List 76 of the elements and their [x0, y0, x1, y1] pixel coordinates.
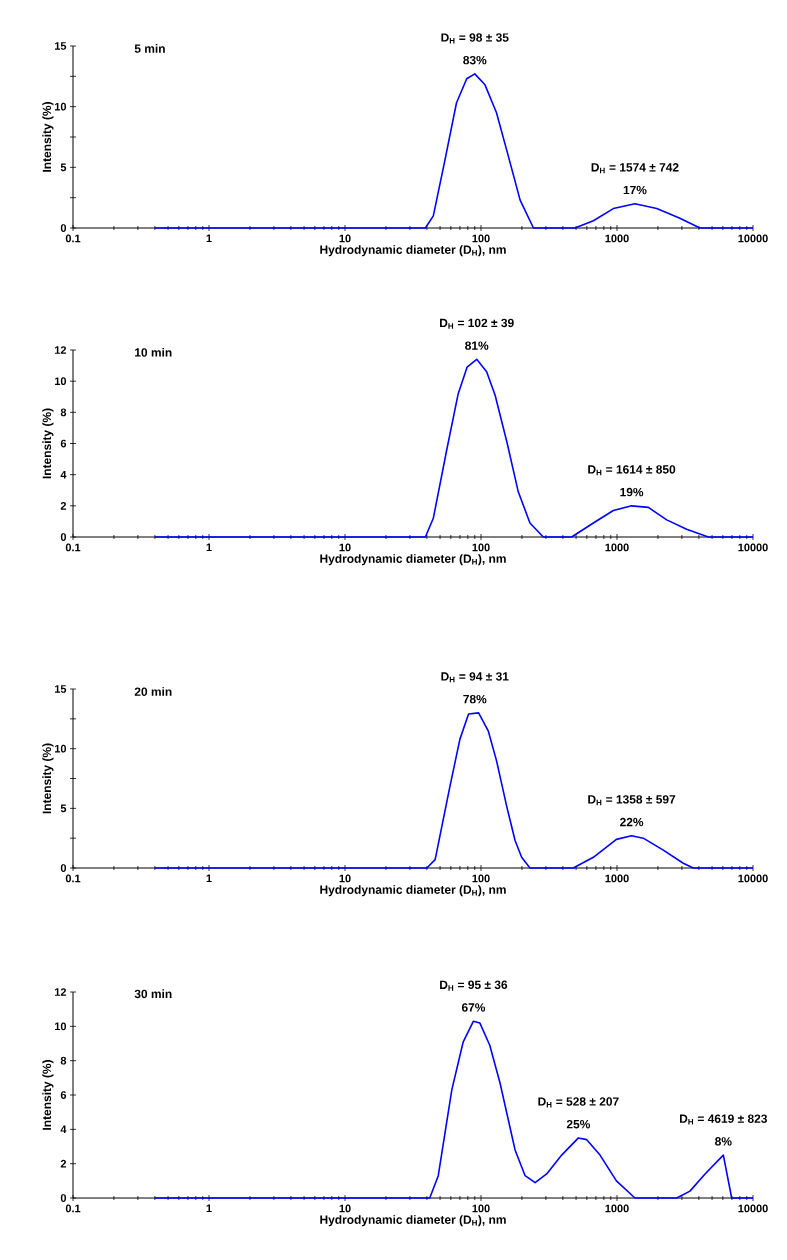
x-tick-label: 1 [206, 234, 212, 243]
y-tick-label: 15 [54, 42, 67, 50]
annotation: D$_{H}$ = 98 ± 35 [441, 33, 509, 44]
annotation: D$_{H}$ = 1574 ± 742 [591, 163, 679, 174]
y-tick-label: 0 [60, 224, 67, 232]
annotation: 8% [715, 1137, 732, 1146]
chart-title: 10 min [135, 347, 172, 357]
y-tick-label: 10 [54, 1022, 67, 1031]
x-tick-label: 100 [472, 543, 490, 552]
annotation: D$_{H}$ = 528 ± 207 [538, 1097, 619, 1108]
x-tick-label: 1000 [605, 543, 629, 552]
x-axis-title: Hydrodynamic diameter (D$_{H}$), nm [320, 1215, 506, 1227]
annotation: 22% [620, 817, 644, 827]
y-tick-label: 5 [60, 804, 67, 813]
x-tick-label: 1000 [605, 874, 629, 883]
chart-title: 5 min [134, 44, 165, 53]
x-tick-label: 100 [472, 234, 490, 243]
x-tick-label: 10000 [738, 543, 768, 552]
x-tick-label: 0.1 [65, 234, 81, 243]
x-tick-label: 1000 [605, 1204, 629, 1213]
x-tick-label: 0.1 [65, 543, 81, 552]
x-tick-label: 10 [339, 874, 351, 883]
y-tick-label: 6 [60, 1091, 67, 1099]
x-tick-label: 10000 [738, 234, 768, 243]
annotation: D$_{H}$ = 102 ± 39 [440, 318, 514, 329]
y-axis-title: Intensity (%) [42, 102, 54, 172]
y-tick-label: 10 [54, 744, 67, 753]
y-tick-label: 0 [60, 533, 67, 541]
x-axis-title: Hydrodynamic diameter (D$_{H}$), nm [320, 554, 506, 566]
x-tick-label: 1 [206, 543, 212, 552]
x-tick-label: 10 [339, 543, 351, 552]
annotation: D$_{H}$ = 95 ± 36 [440, 980, 508, 991]
y-tick-label: 12 [54, 346, 67, 354]
annotation: 25% [566, 1119, 591, 1129]
annotation: 83% [463, 55, 487, 65]
y-tick-label: 8 [60, 1056, 67, 1065]
y-tick-label: 10 [54, 102, 67, 111]
y-tick-label: 2 [60, 502, 67, 510]
annotation: 17% [623, 185, 647, 195]
y-tick-label: 2 [60, 1159, 67, 1168]
x-tick-label: 10 [339, 234, 351, 243]
x-tick-label: 1000 [605, 234, 629, 243]
annotation: D$_{H}$ = 94 ± 31 [441, 672, 509, 683]
y-axis-title: Intensity (%) [42, 1060, 54, 1130]
x-axis-title: Hydrodynamic diameter (D$_{H}$), nm [320, 885, 506, 897]
x-tick-label: 0.1 [65, 1204, 81, 1213]
y-tick-label: 4 [60, 1125, 67, 1134]
y-tick-label: 6 [60, 439, 67, 448]
y-tick-label: 8 [60, 408, 67, 417]
y-tick-label: 0 [60, 864, 67, 872]
y-tick-label: 12 [54, 988, 67, 996]
y-tick-label: 15 [54, 685, 67, 693]
x-tick-label: 100 [472, 1204, 490, 1213]
chart-title: 30 min [134, 989, 172, 999]
annotation: 67% [461, 1003, 486, 1012]
annotation: 19% [620, 487, 644, 497]
annotation: D$_{H}$ = 1358 ± 597 [588, 795, 676, 806]
annotation: 81% [465, 341, 489, 350]
x-tick-label: 10000 [738, 1204, 768, 1213]
x-axis-title: Hydrodynamic diameter (D$_{H}$), nm [320, 245, 506, 257]
x-tick-label: 0.1 [65, 874, 81, 883]
annotation: D$_{H}$ = 1614 ± 850 [588, 465, 676, 476]
y-tick-label: 10 [54, 377, 67, 386]
y-tick-label: 4 [60, 470, 67, 479]
x-tick-label: 10 [339, 1204, 351, 1213]
annotation: D$_{H}$ = 4619 ± 823 [679, 1114, 768, 1125]
x-tick-label: 10000 [738, 874, 768, 883]
y-tick-label: 0 [60, 1194, 67, 1202]
x-tick-label: 1 [206, 1204, 212, 1213]
x-tick-label: 1 [206, 874, 212, 883]
y-axis-title: Intensity (%) [42, 743, 54, 814]
y-tick-label: 5 [60, 163, 67, 172]
chart-title: 20 min [134, 687, 172, 696]
annotation: 78% [463, 694, 487, 704]
y-axis-title: Intensity (%) [42, 408, 54, 479]
x-tick-label: 100 [472, 874, 490, 883]
